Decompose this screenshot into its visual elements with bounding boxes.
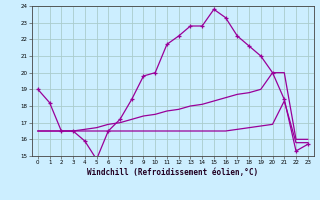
X-axis label: Windchill (Refroidissement éolien,°C): Windchill (Refroidissement éolien,°C) — [87, 168, 258, 177]
